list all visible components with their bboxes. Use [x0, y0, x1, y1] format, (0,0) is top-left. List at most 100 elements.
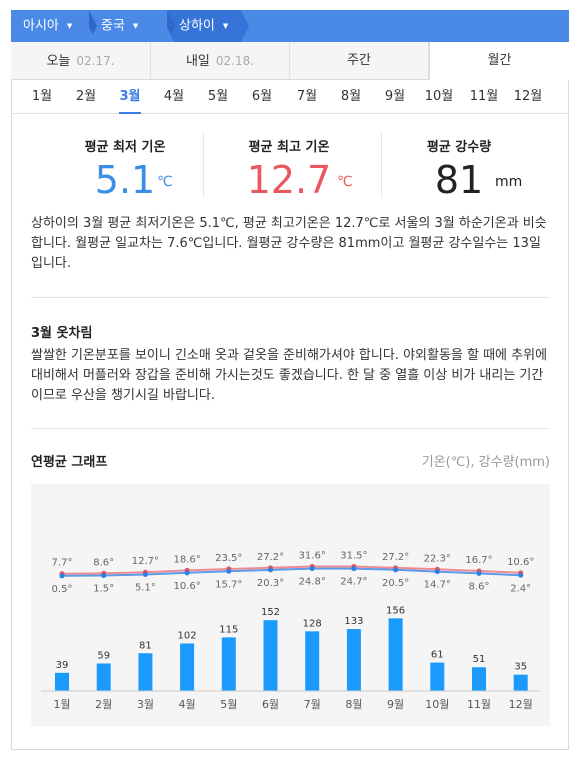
- rain-bar: [96, 663, 111, 691]
- chevron-down-icon: ▼: [132, 22, 139, 30]
- graph-title: 연평균 그래프: [31, 455, 108, 470]
- breadcrumb-city[interactable]: 상하이 ▼: [167, 10, 241, 42]
- month-tab[interactable]: 12월: [513, 89, 543, 104]
- max-temp-label: 16.7°: [465, 555, 492, 566]
- stat-max-temp: 평균 최고 기온 12.7 ℃: [209, 136, 369, 203]
- tab-weekly[interactable]: 주간: [290, 42, 429, 80]
- min-temp-point: [393, 567, 399, 573]
- stat-min-temp-value: 5.1: [94, 158, 156, 202]
- clothing-text: 쌀쌀한 기온분포를 보이니 긴소매 옷과 겉옷을 준비해가셔야 합니다. 야외활…: [31, 348, 548, 403]
- graph-units: 기온(℃), 강수량(mm): [421, 455, 550, 470]
- min-temp-point: [476, 570, 482, 576]
- tab-monthly-label: 월간: [487, 53, 512, 68]
- month-tab[interactable]: 11월: [469, 89, 499, 104]
- stat-min-temp-value-wrap: 5.1 ℃: [45, 157, 205, 203]
- chart-svg: 7.7° 8.6° 12.7° 18.6° 23.5° 27.2° 31.6° 31.5° 27…: [41, 551, 540, 711]
- x-tick-label: 6월: [262, 698, 279, 711]
- rain-bar: [221, 637, 236, 691]
- min-temp-label: 20.3°: [257, 578, 284, 589]
- max-temp-label: 22.3°: [424, 553, 451, 564]
- month-tab[interactable]: 1월: [31, 89, 53, 104]
- stat-min-temp: 평균 최저 기온 5.1 ℃: [45, 136, 205, 203]
- tab-today-date: 02.17.: [76, 54, 115, 68]
- month-description: 상하이의 3월 평균 최저기온은 5.1℃, 평균 최고기온은 12.7℃로 서…: [31, 216, 547, 271]
- rain-bar: [346, 629, 361, 691]
- min-temp-label: 10.6°: [173, 581, 200, 592]
- rain-bar-label: 102: [178, 630, 197, 641]
- chevron-down-icon: ▼: [66, 22, 73, 30]
- month-tab[interactable]: 9월: [384, 89, 406, 104]
- min-temp-label: 20.5°: [382, 578, 409, 589]
- month-tab[interactable]: 7월: [296, 89, 318, 104]
- x-tick-label: 8월: [345, 698, 362, 711]
- x-tick-label: 10월: [425, 698, 449, 711]
- tab-today[interactable]: 오늘 02.17.: [11, 42, 151, 80]
- x-tick-label: 12월: [509, 698, 533, 711]
- rain-bar: [305, 631, 320, 691]
- breadcrumb-separator: [167, 10, 175, 57]
- x-tick-label: 4월: [179, 698, 196, 711]
- max-temp-label: 31.6°: [299, 551, 326, 562]
- rain-bar-label: 39: [56, 660, 69, 671]
- x-tick-label: 11월: [467, 698, 491, 711]
- max-temp-label: 7.7°: [52, 558, 73, 569]
- rain-bar: [513, 674, 528, 691]
- stat-rain-value: 81: [434, 158, 484, 202]
- breadcrumb-region[interactable]: 아시아 ▼: [11, 10, 89, 42]
- rain-bar-label: 51: [473, 654, 486, 665]
- min-temp-label: 5.1°: [135, 582, 156, 593]
- rain-bar: [263, 620, 278, 691]
- monthly-stats: 평균 최저 기온 5.1 ℃ 평균 최고 기온 12.7 ℃ 평균 강수량 81…: [11, 114, 569, 210]
- min-temp-label: 2.4°: [510, 583, 531, 594]
- month-selector: 1월 2월 3월 4월 5월 6월 7월 8월 9월 10월 11월 12월: [11, 80, 569, 114]
- month-tab-active[interactable]: 3월: [110, 80, 150, 114]
- max-temp-label: 12.7°: [132, 556, 159, 567]
- max-temp-line: [61, 565, 521, 575]
- min-temp-label: 14.7°: [424, 580, 451, 591]
- max-temp-label: 27.2°: [382, 552, 409, 563]
- tab-monthly[interactable]: 월간: [429, 42, 569, 80]
- x-tick-label: 1월: [53, 698, 70, 711]
- min-temp-label: 24.8°: [299, 577, 326, 588]
- rain-bar-label: 152: [261, 607, 280, 618]
- min-temp-point: [518, 572, 524, 578]
- month-tab[interactable]: 4월: [163, 89, 185, 104]
- chevron-down-icon: ▼: [222, 22, 229, 30]
- stat-max-temp-value: 12.7: [246, 158, 332, 202]
- rain-bar-label: 35: [514, 662, 527, 673]
- month-tab[interactable]: 2월: [75, 89, 97, 104]
- divider: [31, 428, 549, 429]
- breadcrumb: 아시아 ▼ 중국 ▼ 상하이 ▼: [11, 10, 569, 57]
- min-temp-line: [61, 567, 521, 577]
- month-tab[interactable]: 8월: [340, 89, 362, 104]
- rain-bar-label: 61: [431, 650, 444, 661]
- rain-bar: [388, 618, 403, 691]
- max-temp-label: 31.5°: [340, 551, 367, 562]
- breadcrumb-region-label: 아시아: [23, 18, 59, 34]
- breadcrumb-country[interactable]: 중국 ▼: [89, 10, 167, 42]
- clothing-title: 3월 옷차림: [31, 326, 93, 341]
- min-temp-label: 0.5°: [52, 584, 73, 595]
- rain-bar: [180, 643, 195, 691]
- x-tick-label: 2월: [95, 698, 112, 711]
- tab-today-label: 오늘: [46, 54, 71, 69]
- max-temp-label: 23.5°: [215, 553, 242, 564]
- month-tab[interactable]: 10월: [424, 89, 454, 104]
- month-tab[interactable]: 6월: [251, 89, 273, 104]
- rain-bar: [138, 653, 153, 691]
- x-tick-label: 3월: [137, 698, 154, 711]
- stat-rain: 평균 강수량 81 mm: [379, 136, 539, 203]
- annual-chart: 7.7° 8.6° 12.7° 18.6° 23.5° 27.2° 31.6° 31.5° 27…: [31, 484, 550, 726]
- min-temp-point: [351, 566, 357, 572]
- tab-tomorrow-date: 02.18.: [215, 54, 255, 68]
- stat-min-temp-label: 평균 최저 기온: [84, 140, 166, 155]
- min-temp-label: 8.6°: [469, 581, 490, 592]
- breadcrumb-city-label: 상하이: [179, 18, 215, 34]
- period-tabs: 오늘 02.17. 내일 02.18. 주간 월간: [11, 42, 569, 80]
- breadcrumb-separator: [241, 10, 249, 42]
- tab-tomorrow[interactable]: 내일 02.18.: [151, 42, 290, 80]
- breadcrumb-country-label: 중국: [101, 18, 125, 34]
- stat-max-temp-label: 평균 최고 기온: [248, 140, 330, 155]
- month-tab[interactable]: 5월: [207, 89, 229, 104]
- stat-rain-value-wrap: 81 mm: [379, 157, 539, 203]
